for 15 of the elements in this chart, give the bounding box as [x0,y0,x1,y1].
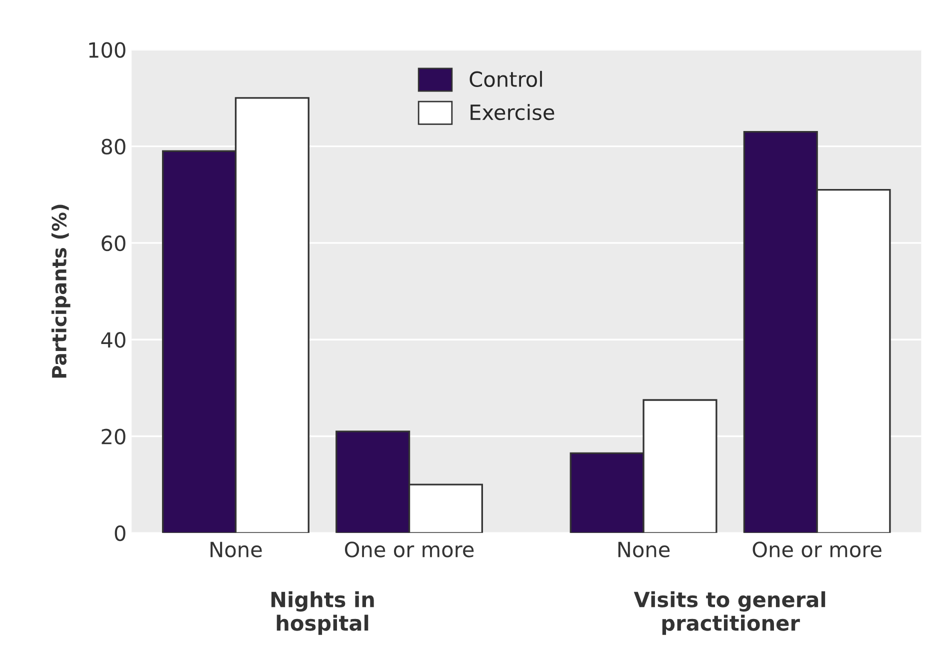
text: Nights in hospital [271,591,374,635]
legend-label: Exercise [470,104,554,120]
y-tick-label: 0 [114,525,126,542]
x-tick-label: One or more [344,542,474,558]
x-tick-label: None [210,542,262,558]
y-tick-label: 60 [102,235,126,252]
legend-label: Control [470,70,542,88]
y-tick-label: 80 [102,138,126,155]
y-tick-label: 40 [101,332,126,348]
y-tick-label: 20 [102,428,126,444]
y-tick-label: 100 [89,42,126,58]
y-axis-title: Participants (%) [51,204,70,378]
x-tick-label: None [618,542,670,558]
x-tick-label: One or more [752,542,882,558]
text: Visits to general practitioner [634,591,826,635]
